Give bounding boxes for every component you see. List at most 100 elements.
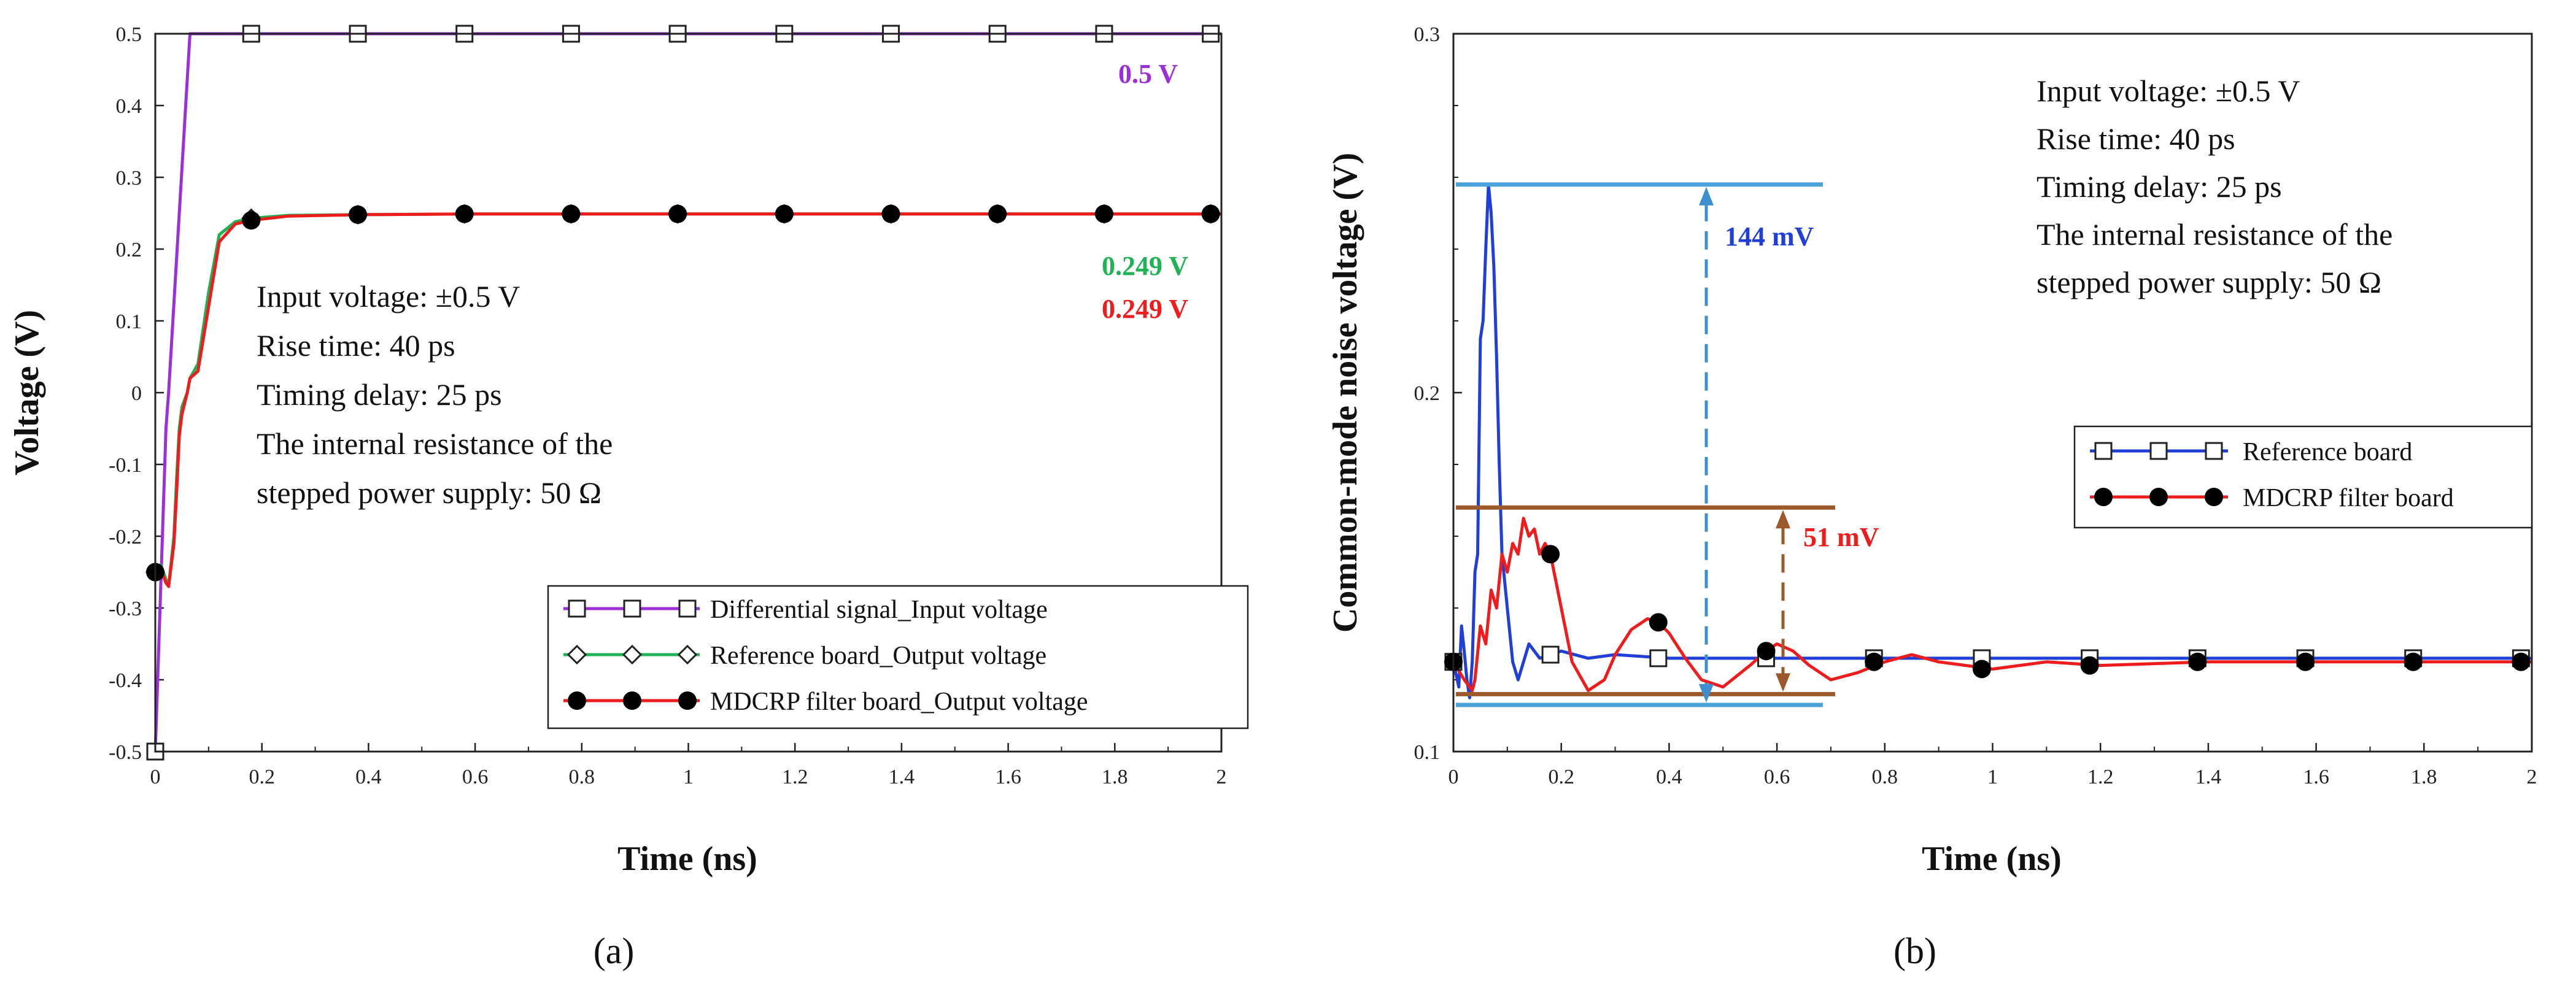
- data-point-1: [2188, 652, 2207, 671]
- chart-panel-b: 0 0.2 0.4 0.6 0.8 1 1.2 1.4 1.6 1.8 2 0.1 0.2 0.3 Com…: [1326, 23, 2537, 971]
- x-tick-label: 1.2: [782, 766, 808, 788]
- series-line-0: [1452, 183, 2532, 699]
- data-point-0: [1541, 645, 1560, 664]
- x-tick-label: 1.6: [995, 766, 1021, 788]
- panel-label-b: (b): [1893, 931, 1936, 971]
- legend-b: Reference board MDCRP filter board: [2073, 425, 2533, 529]
- annotation-a: Input voltage: ±0.5 V Rise time: 40 ps T…: [257, 279, 613, 510]
- data-point-1: [2080, 656, 2099, 675]
- annotation-line: Timing delay: 25 ps: [2036, 169, 2282, 204]
- data-point-1: [2512, 652, 2531, 671]
- y-tick-label: 0.2: [1414, 382, 1441, 405]
- legend-label: Differential signal_Input voltage: [710, 596, 1048, 624]
- data-point-1: [2404, 652, 2423, 671]
- legend-label: MDCRP filter board_Output voltage: [710, 688, 1088, 716]
- x-tick-label: 1.2: [2087, 766, 2114, 788]
- y-tick-label: -0.1: [109, 454, 142, 477]
- legend-marker: [567, 644, 587, 665]
- data-point-0: [1649, 649, 1668, 668]
- legend-marker: [2149, 488, 2168, 506]
- arrow-head: [1699, 187, 1714, 206]
- legend-label: Reference board_Output voltage: [710, 642, 1046, 670]
- data-point-1: [1757, 642, 1776, 661]
- y-tick-label: -0.5: [109, 741, 142, 764]
- data-point-2: [775, 204, 794, 223]
- data-point-2: [1094, 204, 1113, 223]
- legend-label: MDCRP filter board: [2243, 484, 2454, 512]
- series-line-2: [154, 212, 1221, 588]
- legend-label: Reference board: [2243, 438, 2412, 466]
- x-tick-label: 0: [1449, 766, 1459, 788]
- legend-marker: [568, 599, 586, 618]
- data-point-2: [881, 204, 900, 223]
- annotation-line: Rise time: 40 ps: [257, 328, 455, 363]
- legend-marker: [677, 644, 698, 665]
- data-point-2: [455, 204, 474, 223]
- arrow-head: [1776, 673, 1790, 692]
- x-tick-label: 1: [683, 766, 694, 788]
- x-tick-label: 1.4: [2195, 766, 2222, 788]
- x-tick-label: 2: [1216, 766, 1227, 788]
- y-axis-title-b: Common-mode noise voltage (V): [1326, 153, 1364, 633]
- legend-marker: [623, 691, 641, 710]
- annotation-line: Input voltage: ±0.5 V: [257, 279, 520, 314]
- measurement-label-mdcrp: 51 mV: [1803, 522, 1879, 552]
- annotation-b: Input voltage: ±0.5 V Rise time: 40 ps T…: [2036, 74, 2392, 299]
- y-tick-label: -0.3: [109, 598, 142, 620]
- legend-marker: [2149, 442, 2168, 460]
- y-tick-label: -0.4: [109, 669, 142, 692]
- annotation-line: Timing delay: 25 ps: [257, 377, 502, 412]
- x-tick-label: 1.6: [2303, 766, 2329, 788]
- annotation-line: The internal resistance of the: [2036, 217, 2392, 252]
- x-tick-label: 0.2: [249, 766, 275, 788]
- data-point-2: [242, 211, 261, 230]
- annotation-line: stepped power supply: 50 Ω: [2036, 265, 2381, 299]
- x-tick-label: 0: [150, 766, 161, 788]
- legend-marker: [623, 599, 641, 618]
- annotation-line: stepped power supply: 50 Ω: [257, 475, 601, 510]
- legend-marker: [678, 599, 697, 618]
- x-tick-label: 1: [1987, 766, 1998, 788]
- legend-marker: [568, 691, 586, 710]
- x-tick-label: 0.4: [1656, 766, 1682, 788]
- legend-marker: [2094, 488, 2113, 506]
- y-tick-label: -0.2: [109, 526, 142, 548]
- legend-marker: [622, 644, 643, 665]
- annotation-line: Input voltage: ±0.5 V: [2036, 74, 2300, 108]
- y-tick-label: 0.4: [116, 95, 142, 118]
- x-tick-label: 1.4: [889, 766, 915, 788]
- legend-marker: [2205, 488, 2223, 506]
- y-tick-label: 0.3: [1414, 23, 1441, 46]
- x-tick-label: 1.8: [2411, 766, 2437, 788]
- arrow-head: [1776, 510, 1790, 529]
- x-tick-label: 2: [2527, 766, 2537, 788]
- arrow-head: [1699, 683, 1714, 702]
- annotation-line: Rise time: 40 ps: [2036, 121, 2235, 156]
- x-axis-title-b: Time (ns): [1922, 840, 2062, 878]
- x-tick-label: 0.4: [355, 766, 382, 788]
- data-point-2: [349, 205, 368, 224]
- y-axis-title-a: Voltage (V): [8, 310, 46, 475]
- x-axis-title-a: Time (ns): [617, 840, 757, 878]
- x-tick-label: 1.8: [1102, 766, 1128, 788]
- annotation-line: The internal resistance of the: [257, 426, 613, 461]
- y-tick-label: 0: [131, 382, 142, 405]
- legend-marker: [2094, 442, 2113, 460]
- chart-panel-a: 0 0.2 0.4 0.6 0.8 1 1.2 1.4 1.6 1.8 2 -0.5 -0.4 -0.3 -…: [8, 23, 1249, 971]
- x-tick-label: 0.2: [1548, 766, 1574, 788]
- y-tick-label: 0.1: [1414, 741, 1441, 764]
- data-point-1: [2296, 652, 2315, 671]
- series-line-1: [1452, 517, 2532, 692]
- y-tick-label: 0.5: [116, 23, 142, 46]
- measurement-label-reference: 144 mV: [1725, 221, 1814, 252]
- y-tick-label: 0.3: [116, 167, 142, 190]
- data-point-2: [988, 204, 1007, 223]
- value-label-input: 0.5 V: [1118, 59, 1178, 89]
- value-label-reference: 0.249 V: [1102, 251, 1188, 281]
- data-point-1: [1865, 652, 1884, 671]
- legend-marker: [678, 691, 697, 710]
- data-point-1: [1541, 545, 1560, 564]
- y-tick-label: 0.2: [116, 239, 142, 261]
- legend-a: Differential signal_Input voltage Refere…: [547, 585, 1249, 729]
